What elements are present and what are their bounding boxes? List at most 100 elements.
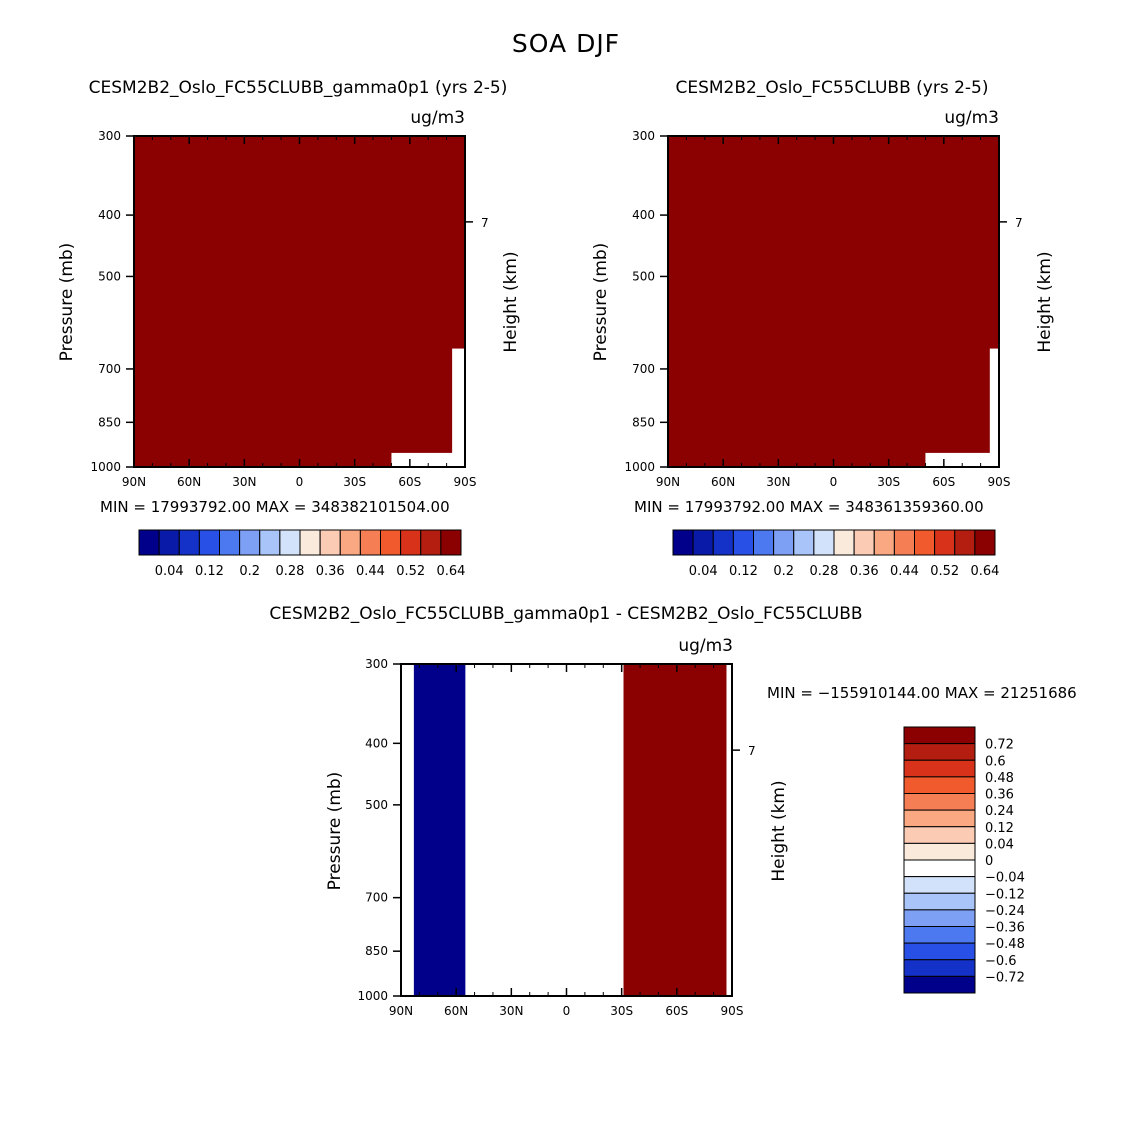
colorbar-label: 0.52 [930,564,959,579]
x-tick-label: 30S [877,475,900,489]
x-tick-label: 0 [830,475,838,489]
colorbar-swatch [974,529,996,556]
missing-region [989,348,999,467]
colorbar-swatch [259,529,281,556]
colorbar-label: 0.36 [316,564,345,579]
y-tick-label: 300 [632,129,655,143]
colorbar-label: 0.64 [970,564,999,579]
min-max-text: MIN = 17993792.00 MAX = 348382101504.00 [100,498,450,516]
x-tick-label: 60S [665,1004,688,1018]
plot-area: 90N 60N 30N 0 30S 60S 90S 300 400 500 700 850 1000 7 [90,129,488,489]
colorbar-swatch [903,959,976,977]
difference-band [413,664,466,996]
panel-difference: CESM2B2_Oslo_FC55CLUBB_gamma0p1 - CESM2B… [269,604,1076,1018]
colorbar-label: 0.72 [985,738,1014,753]
min-max-text: MIN = 17993792.00 MAX = 348361359360.00 [634,498,984,516]
y-axis-label: Pressure (mb) [57,243,77,362]
y-tick-label: 1000 [624,460,655,474]
right-tick-label: 7 [1015,216,1023,230]
panel-title: CESM2B2_Oslo_FC55CLUBB_gamma0p1 (yrs 2-5… [89,78,508,98]
colorbar-label: 0.12 [195,564,224,579]
y-tick-label: 500 [632,269,655,283]
colorbar-swatch [198,529,220,556]
right-tick-label: 7 [748,744,756,758]
colorbar-label: 0.48 [985,771,1014,786]
colorbar-swatch [178,529,200,556]
colorbar-label: 0.36 [985,788,1014,803]
colorbar-label: 0.04 [985,837,1014,852]
x-tick-label: 30S [610,1004,633,1018]
colorbar-label: 0.44 [890,564,919,579]
colorbar-swatch [903,826,976,844]
colorbar-swatch [903,776,976,794]
colorbar-swatch [903,892,976,911]
colorbar-label: −0.48 [985,937,1025,952]
y-tick-label: 300 [365,657,388,671]
colorbar: 0.04 0.12 0.2 0.28 0.36 0.44 0.52 0.64 [138,529,465,579]
colorbar-swatch [813,529,835,556]
colorbar-label: 0.12 [985,821,1014,836]
colorbar-label: 0.04 [689,564,718,579]
colorbar-label: 0.12 [729,564,758,579]
plot-area: 90N 60N 30N 0 30S 60S 90S 300 400 500 700 850 1000 7 [357,657,755,1018]
colorbar-swatch [903,759,976,778]
y-tick-label: 850 [365,944,388,958]
colorbar-swatch [833,529,855,556]
colorbar-label: −0.36 [985,921,1025,936]
y-tick-label: 500 [365,798,388,812]
colorbar-label: −0.24 [985,904,1025,919]
colorbar-swatch [712,529,734,556]
panel-units: ug/m3 [678,636,733,656]
colorbar-swatch [903,726,976,745]
x-tick-label: 60S [932,475,955,489]
y-tick-label: 850 [98,415,121,429]
y-tick-label: 400 [98,208,121,222]
y-tick-label: 700 [365,891,388,905]
colorbar-label: −0.04 [985,871,1025,886]
x-tick-label: 30N [499,1004,523,1018]
y-tick-label: 1000 [90,460,121,474]
y-tick-label: 500 [98,269,121,283]
colorbar-label: 0.2 [773,564,794,579]
colorbar-swatch [903,743,976,761]
colorbar-swatch [239,529,261,556]
x-tick-label: 90S [454,475,477,489]
colorbar-swatch [903,809,976,828]
right-axis-label: Height (km) [501,251,521,352]
colorbar-swatch [903,793,976,811]
colorbar-swatch [903,876,976,894]
colorbar-swatch [793,529,815,556]
colorbar: 0.04 0.12 0.2 0.28 0.36 0.44 0.52 0.64 [672,529,999,579]
colorbar-label: 0.04 [155,564,184,579]
y-tick-label: 400 [365,736,388,750]
colorbar-swatch [158,529,180,556]
colorbar-label: −0.72 [985,970,1025,985]
y-tick-label: 700 [632,362,655,376]
x-tick-label: 90N [122,475,146,489]
colorbar-label: 0.28 [809,564,838,579]
colorbar-swatch [299,529,321,556]
colorbar-swatch [893,529,915,556]
colorbar-swatch [732,529,754,556]
colorbar: 0.720.6 0.48 0.360.24 0.120.04 0 −0.04−0.12 −0… [903,726,1025,994]
y-tick-label: 700 [98,362,121,376]
colorbar-swatch [339,529,361,556]
figure-title: SOA DJF [512,29,620,58]
panel-top-left: CESM2B2_Oslo_FC55CLUBB_gamma0p1 (yrs 2-5… [57,78,521,579]
colorbar-swatch [319,529,341,556]
colorbar-label: −0.12 [985,887,1025,902]
colorbar-swatch [903,909,976,927]
colorbar-label: 0 [985,854,993,869]
colorbar-label: −0.6 [985,954,1017,969]
colorbar-label: 0.6 [985,754,1006,769]
colorbar-swatch [773,529,795,556]
colorbar-swatch [380,529,402,556]
x-tick-label: 0 [296,475,304,489]
colorbar-swatch [672,529,694,556]
colorbar-swatch [420,529,442,556]
x-tick-label: 60N [177,475,201,489]
x-tick-label: 90S [721,1004,744,1018]
panel-top-right: CESM2B2_Oslo_FC55CLUBB (yrs 2-5) ug/m3 P… [591,78,1055,579]
x-tick-label: 30N [232,475,256,489]
